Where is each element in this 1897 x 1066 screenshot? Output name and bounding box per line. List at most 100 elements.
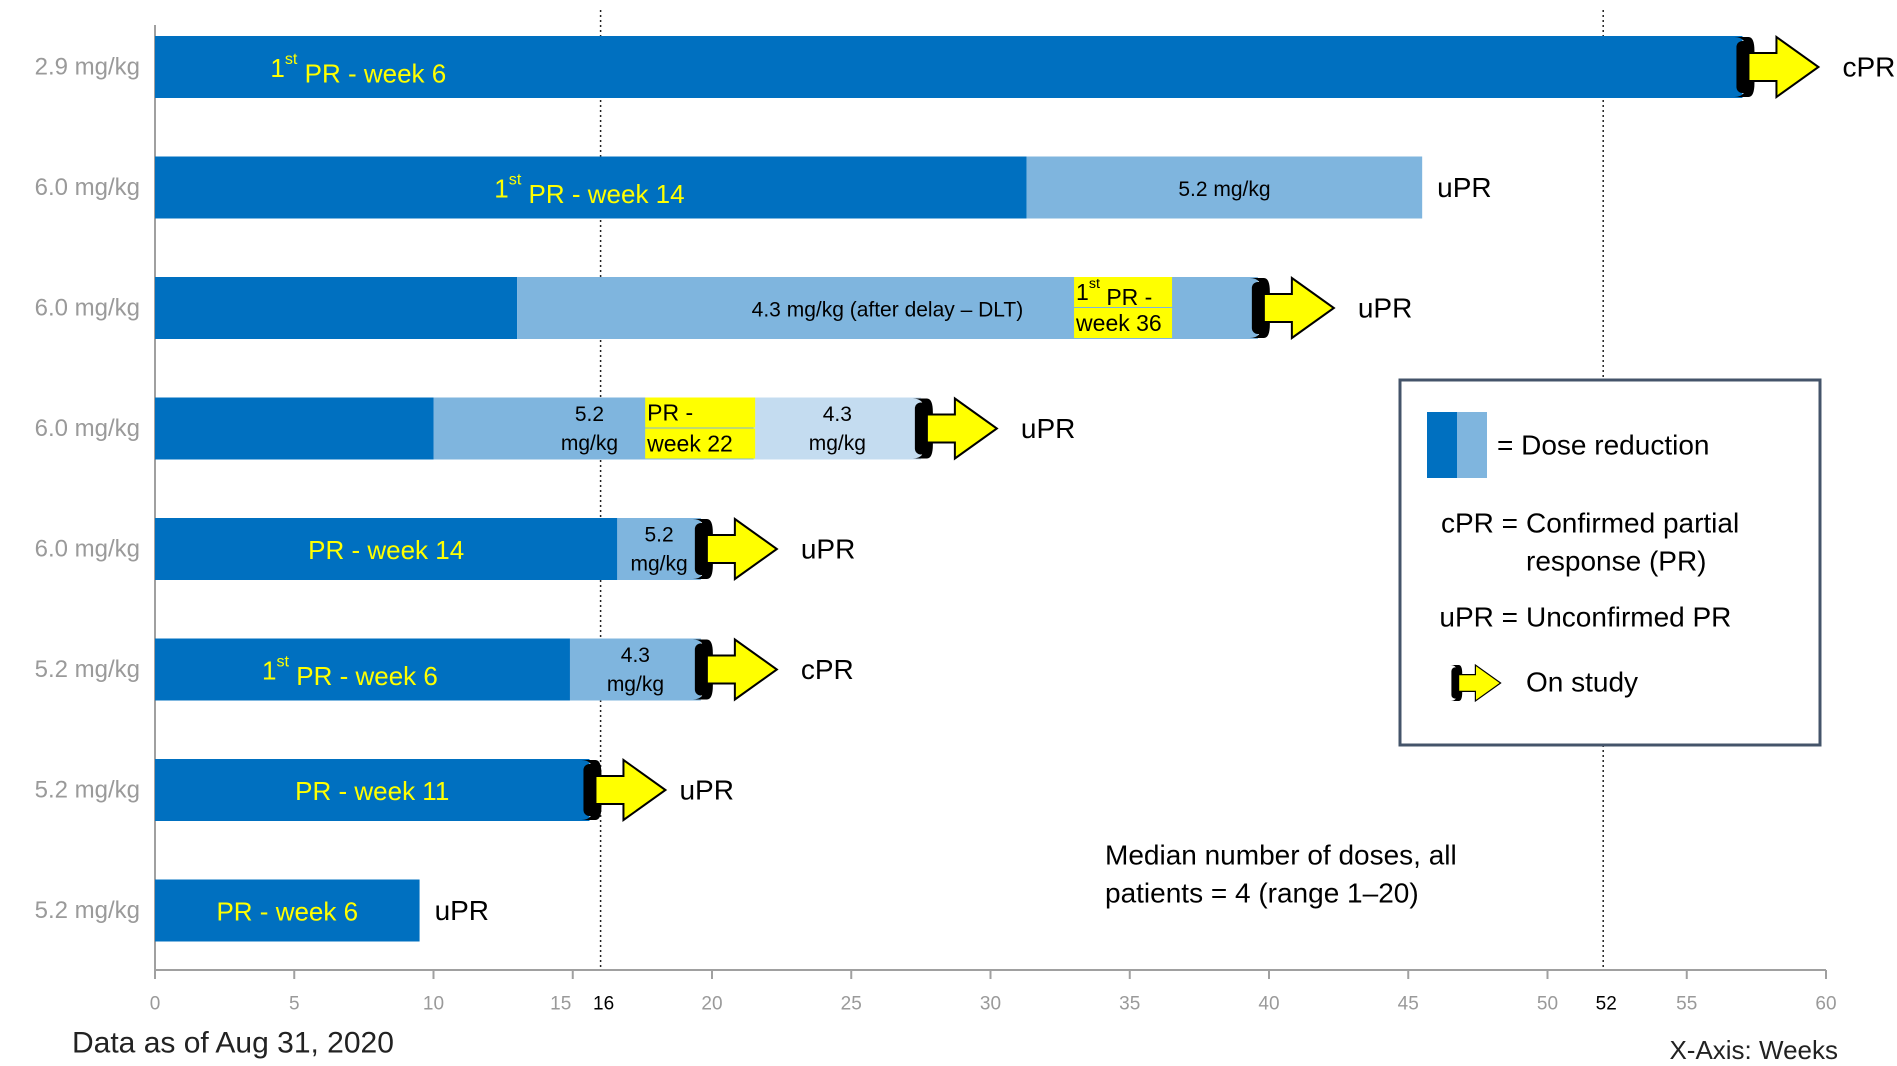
bar-segment: [569, 638, 701, 701]
on-study-arrow-icon: [1458, 663, 1502, 703]
on-study-bracket-body: [914, 402, 929, 455]
on-study-arrow: [692, 637, 779, 702]
bar-segment: [155, 277, 518, 339]
response-marker-label: PR - week 14: [308, 535, 464, 565]
segment-label: 4.3 mg/kg (after delay – DLT): [752, 299, 1024, 322]
bar-segment: [1026, 156, 1423, 219]
response-marker-label: PR - week 6: [216, 897, 358, 927]
dose-label: 5.2 mg/kg: [35, 656, 140, 683]
on-study-arrow-icon: [594, 758, 668, 822]
dose-label: 6.0 mg/kg: [35, 415, 140, 442]
on-study-arrow: [1734, 35, 1821, 99]
x-tick-label: 10: [423, 994, 444, 1015]
bar-segment: [753, 397, 921, 460]
on-study-arrow-icon: [925, 396, 999, 461]
on-study-arrow-icon: [705, 517, 779, 581]
bar-segment: [155, 879, 420, 942]
x-tick-label: 5: [289, 994, 300, 1015]
highlight-line1: 1st PR -: [1076, 276, 1152, 310]
x-tick-label: 0: [150, 994, 161, 1015]
response-marker-label: 1st PR - week 6: [262, 653, 438, 691]
x-tick-label: 30: [980, 994, 1001, 1015]
legend-item-cpr-line2: response (PR): [1526, 546, 1707, 577]
segment-label-line1: 4.3: [621, 644, 650, 667]
highlight-box: [645, 428, 756, 459]
x-tick-label: 45: [1398, 994, 1419, 1015]
segment-label-line2: mg/kg: [607, 673, 664, 696]
dose-label: 6.0 mg/kg: [35, 536, 140, 563]
on-study-bracket-body: [694, 643, 709, 696]
on-study-bracket-body: [694, 523, 709, 575]
legend-item-cpr: Confirmed partial: [1526, 508, 1739, 539]
x-tick-label: 35: [1119, 994, 1140, 1015]
x-tick-label: 25: [841, 994, 862, 1015]
response-label: uPR: [679, 775, 733, 806]
response-marker-label: 1st PR - week 6: [270, 50, 446, 88]
dose-label: 6.0 mg/kg: [35, 295, 140, 322]
x-tick-label: 60: [1815, 994, 1836, 1015]
annotation-line2: patients = 4 (range 1–20): [1105, 878, 1419, 909]
dose-label: 5.2 mg/kg: [35, 897, 140, 924]
highlight-box: [645, 397, 756, 428]
response-label: uPR: [1437, 172, 1491, 203]
highlight-line2: week 22: [646, 431, 733, 457]
segment-label: 5.2 mg/kg: [1178, 178, 1270, 201]
dose-label: 6.0 mg/kg: [35, 174, 140, 201]
footnote: Data as of Aug 31, 2020: [72, 1027, 394, 1060]
response-label: uPR: [801, 534, 855, 565]
x-tick-label: 55: [1676, 994, 1697, 1015]
on-study-arrows: [581, 35, 1821, 822]
highlight-box: [1074, 308, 1173, 338]
on-study-arrow-icon: [1747, 35, 1821, 99]
legend-item-upr: Unconfirmed PR: [1526, 602, 1731, 633]
response-label: cPR: [1842, 52, 1895, 83]
segment-label-line1: 5.2: [644, 524, 673, 547]
reference-line-label: 52: [1596, 994, 1617, 1015]
x-tick-label: 50: [1537, 994, 1558, 1015]
on-study-arrow-icon: [1262, 276, 1336, 340]
annotation-line1: Median number of doses, all: [1105, 840, 1457, 871]
legend-swatch-reduced: [1457, 412, 1487, 478]
segment-label-line1: 4.3: [823, 403, 852, 426]
response-marker-label: PR - week 11: [295, 776, 449, 806]
notes: Median number of doses, all patients = 4 …: [72, 840, 1838, 1066]
x-tick-label: 15: [550, 994, 571, 1015]
segment-label-line1: 5.2: [575, 403, 604, 426]
reference-line-label: 16: [593, 994, 614, 1015]
on-study-arrow: [692, 517, 779, 581]
x-tick-label: 20: [701, 994, 722, 1015]
legend-swatch-initial: [1427, 412, 1457, 478]
on-study-bracket-body: [1451, 667, 1460, 699]
bar-segment: [155, 638, 570, 701]
legend-on-study-arrow: [1450, 663, 1502, 703]
bar-segment: [155, 518, 618, 580]
legend-item-on-study: On study: [1526, 667, 1638, 698]
bar-segment: [155, 397, 434, 460]
x-tick-label: 40: [1258, 994, 1279, 1015]
bar-segment: [155, 759, 590, 821]
on-study-arrow: [581, 758, 668, 822]
bar-labels: 2.9 mg/kg 1st PR - week 6 cPR 6.0 mg/kg 1st …: [35, 50, 1896, 926]
response-label: cPR: [801, 654, 854, 685]
dose-label: 2.9 mg/kg: [35, 54, 140, 81]
highlight-line1: PR -: [647, 400, 693, 426]
on-study-bracket-body: [1251, 282, 1266, 334]
bar-segment: [155, 156, 1027, 219]
on-study-bracket-body: [1736, 41, 1751, 93]
bar-segment: [617, 518, 701, 580]
response-label: uPR: [1358, 293, 1412, 324]
on-study-bracket-body: [583, 764, 598, 816]
highlight-box: [1074, 277, 1173, 307]
response-label: uPR: [1021, 413, 1075, 444]
x-axis-title: X-Axis: Weeks: [1669, 1035, 1838, 1065]
response-label: uPR: [435, 895, 489, 926]
on-study-arrow: [912, 396, 999, 461]
segment-label-line2: mg/kg: [561, 432, 618, 455]
response-marker-label: 1st PR - week 14: [494, 171, 684, 209]
dose-label: 5.2 mg/kg: [35, 777, 140, 804]
on-study-arrow: [1249, 276, 1336, 340]
legend: = Dose reduction cPR = Confirmed partial re…: [1398, 378, 1822, 747]
segment-label-line2: mg/kg: [809, 432, 866, 455]
highlight-line2: week 36: [1075, 310, 1162, 336]
